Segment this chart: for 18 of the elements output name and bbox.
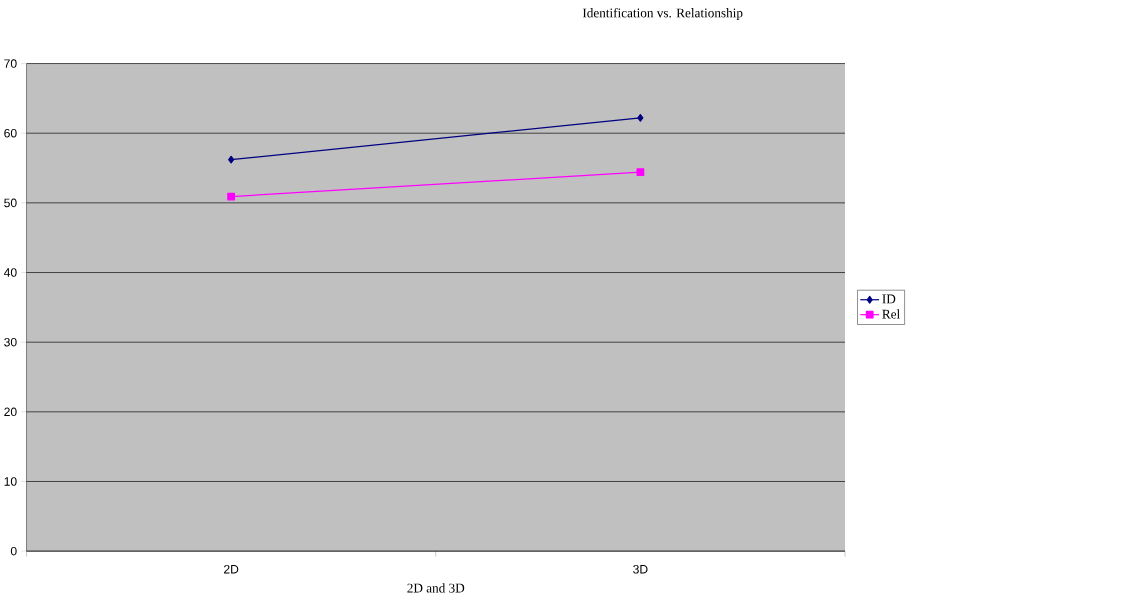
y-tick-label: 10 (4, 477, 17, 486)
y-tick-label: 40 (3, 268, 17, 277)
y-tick-label: 70 (4, 59, 17, 68)
x-tick-label: 2D (224, 564, 239, 574)
y-tick-label: 30 (4, 337, 17, 347)
legend-label: ID (882, 294, 896, 304)
point (637, 113, 644, 122)
y-tick-label: 20 (4, 407, 17, 416)
x-axis-title: 2D and 3D (407, 583, 465, 593)
chart-title: Identification vs. Relationship (582, 7, 743, 20)
point (636, 168, 645, 176)
point (228, 155, 235, 164)
y-tick-label: 50 (4, 198, 17, 208)
y-tick-label: 0 (10, 546, 17, 556)
legend-label: Rel (882, 309, 900, 319)
point (227, 192, 236, 201)
y-tick-label: 60 (4, 128, 17, 138)
x-tick-label: 3D (633, 564, 648, 574)
